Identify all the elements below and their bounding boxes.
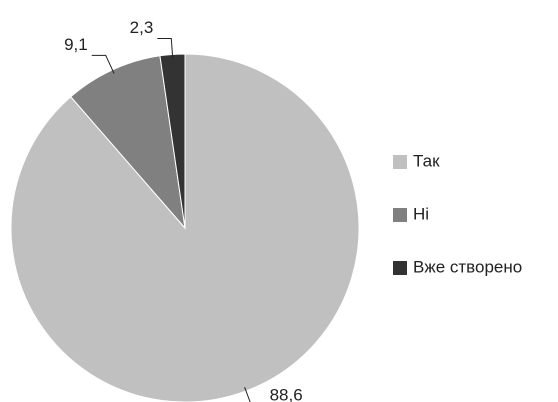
leader-line	[91, 54, 115, 74]
legend-swatch	[393, 208, 407, 222]
leader-line	[244, 387, 251, 402]
legend-swatch	[393, 261, 407, 275]
legend-label: Вже створено	[413, 257, 522, 276]
legend-label: Ні	[413, 204, 429, 223]
data-label: 9,1	[64, 35, 88, 54]
data-label: 2,3	[130, 18, 154, 37]
legend-label: Так	[413, 151, 440, 170]
legend-swatch	[393, 155, 407, 169]
leader-line	[157, 37, 174, 59]
data-label: 88,6	[270, 385, 303, 402]
